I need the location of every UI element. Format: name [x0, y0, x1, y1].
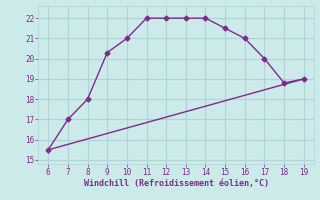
X-axis label: Windchill (Refroidissement éolien,°C): Windchill (Refroidissement éolien,°C)	[84, 179, 268, 188]
